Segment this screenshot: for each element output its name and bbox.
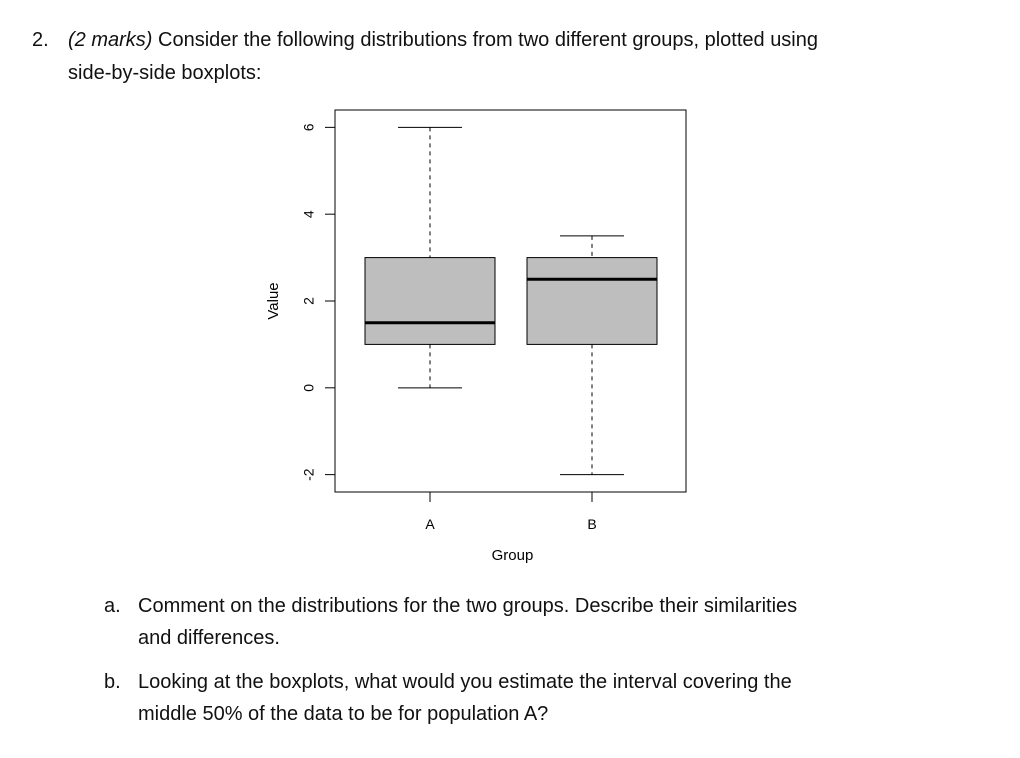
y-tick-label: 4 — [301, 210, 317, 218]
y-tick-label: -2 — [301, 468, 317, 481]
question-text-main: Consider the following distributions fro… — [152, 29, 818, 51]
question-marks: (2 marks) — [68, 29, 153, 51]
iqr-box — [364, 257, 496, 345]
subquestion-b-line2: middle 50% of the data to be for populat… — [138, 703, 549, 725]
y-axis-label: Value — [265, 282, 282, 319]
subquestion-a-line2: and differences. — [138, 627, 280, 649]
x-axis-label: Group — [492, 547, 534, 564]
question-text-line2: side-by-side boxplots: — [68, 62, 262, 84]
iqr-box — [526, 257, 658, 345]
x-tick-label: B — [587, 516, 596, 532]
boxplot-chart: -2 0 2 4 6 Value Group A B — [265, 109, 687, 564]
subquestion-b-text: Looking at the boxplots, what would you … — [138, 666, 918, 730]
subquestion-a-text: Comment on the distributions for the two… — [138, 590, 918, 654]
y-tick-label: 6 — [301, 123, 317, 131]
x-tick-label: A — [425, 516, 435, 532]
subquestion-a-letter: a. — [104, 595, 121, 617]
question-text-line1: (2 marks) Consider the following distrib… — [68, 24, 818, 57]
subquestion-a-line1: Comment on the distributions for the two… — [138, 595, 798, 617]
y-tick-label: 0 — [301, 384, 317, 392]
subquestion-b-letter: b. — [104, 671, 121, 693]
y-tick-label: 2 — [301, 297, 317, 305]
subquestion-b-line1: Looking at the boxplots, what would you … — [138, 671, 792, 693]
question-number: 2. — [32, 29, 49, 51]
